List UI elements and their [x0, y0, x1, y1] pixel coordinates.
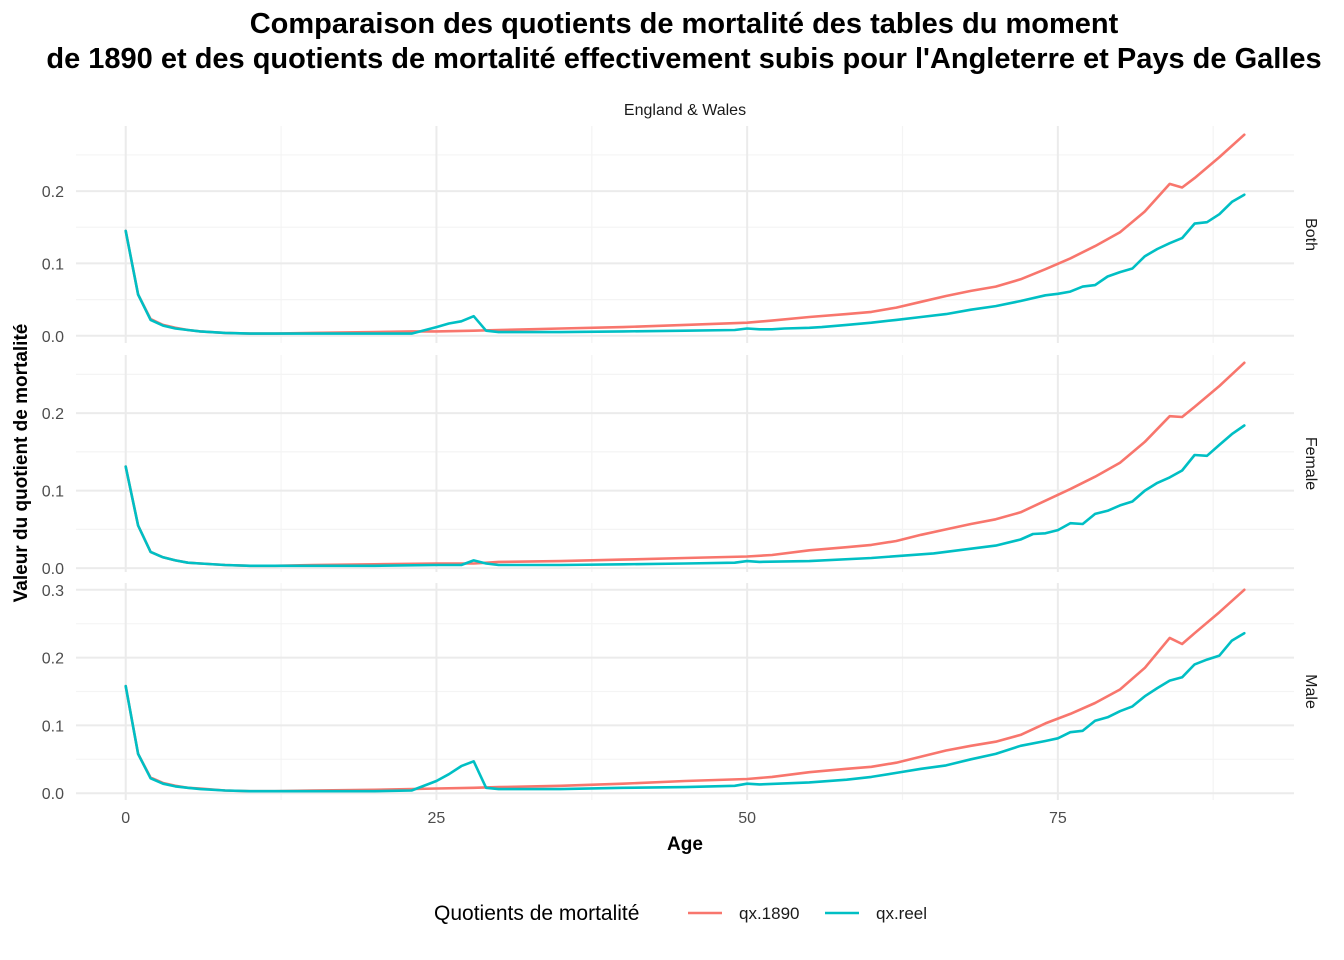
- y-tick-label: 0.1: [42, 484, 64, 501]
- panels-group: 0.0 0.1 0.2 Both 0.0 0.1 0.2 Female 0.0 0.1 0.2 0.3…: [42, 126, 1319, 803]
- legend-title: Quotients de mortalité: [434, 902, 639, 925]
- y-tick-label: 0.2: [42, 651, 64, 668]
- y-tick-label: 0.0: [42, 561, 64, 578]
- legend-label-qx-1890: qx.1890: [739, 904, 800, 923]
- y-tick-label: 0.3: [42, 583, 64, 600]
- panel-male: 0.0 0.1 0.2 0.3 Male: [42, 583, 1319, 803]
- legend: Quotients de mortalité qx.1890 qx.reel: [434, 902, 927, 925]
- facet-strip-label: England & Wales: [624, 102, 746, 119]
- y-axis-title: Valeur du quotient de mortalité: [11, 324, 32, 603]
- x-axis-title: Age: [667, 834, 703, 855]
- y-tick-label: 0.2: [42, 406, 64, 423]
- series-line-qx-1890-male: [124, 588, 1246, 793]
- facet-label-male: Male: [1302, 674, 1319, 709]
- legend-label-qx-reel: qx.reel: [876, 904, 927, 923]
- series-line-qx-reel-male: [124, 631, 1246, 793]
- x-tick-labels: 0 25 50 75: [121, 810, 1067, 827]
- facet-label-female: Female: [1302, 437, 1319, 490]
- chart-subtitle: de 1890 et des quotients de mortalité ef…: [46, 43, 1321, 75]
- y-tick-label: 0.0: [42, 786, 64, 803]
- series-line-qx-1890-both: [124, 133, 1246, 335]
- x-tick-label: 50: [738, 810, 756, 827]
- x-tick-label: 75: [1049, 810, 1067, 827]
- panel-both: 0.0 0.1 0.2 Both: [42, 126, 1319, 346]
- series-line-qx-1890-female: [124, 361, 1246, 568]
- series-line-qx-reel-both: [124, 193, 1246, 335]
- x-tick-label: 0: [121, 810, 130, 827]
- y-tick-label: 0.0: [42, 329, 64, 346]
- y-tick-label: 0.2: [42, 184, 64, 201]
- y-tick-label: 0.1: [42, 718, 64, 735]
- x-tick-label: 25: [428, 810, 446, 827]
- series-line-qx-reel-female: [124, 424, 1246, 568]
- y-tick-label: 0.1: [42, 256, 64, 273]
- facet-label-both: Both: [1302, 218, 1319, 251]
- panel-female: 0.0 0.1 0.2 Female: [42, 355, 1319, 578]
- chart-title: Comparaison des quotients de mortalité d…: [250, 8, 1119, 40]
